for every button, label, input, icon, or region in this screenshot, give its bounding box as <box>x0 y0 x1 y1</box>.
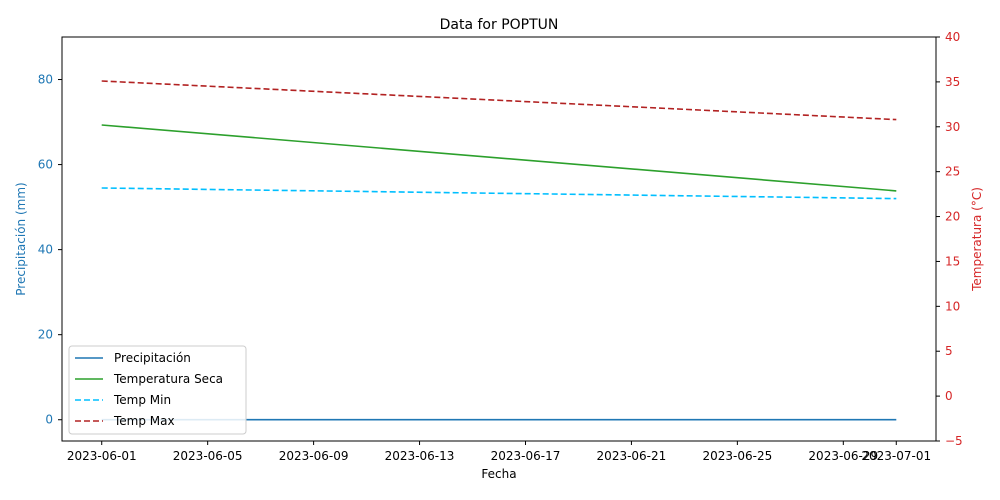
y-left-tick-label: 0 <box>45 413 53 427</box>
x-tick-label: 2023-06-01 <box>67 449 137 463</box>
legend-label: Precipitación <box>114 351 191 365</box>
x-tick-label: 2023-07-01 <box>861 449 931 463</box>
plot-frame <box>61 36 937 442</box>
y-left-tick-label: 80 <box>38 73 53 87</box>
x-tick-label: 2023-06-13 <box>385 449 455 463</box>
x-axis-title: Fecha <box>481 467 516 481</box>
y-right-tick-label: 40 <box>945 30 960 44</box>
y-axis-left-title: Precipitación (mm) <box>14 182 28 295</box>
y-right-tick-label: 15 <box>945 254 960 268</box>
x-tick-label: 2023-06-05 <box>173 449 243 463</box>
legend-label: Temp Max <box>113 414 175 428</box>
y-right-tick-label: 20 <box>945 210 960 224</box>
y-left-tick-label: 20 <box>38 328 53 342</box>
legend-box <box>68 345 247 435</box>
legend-label: Temp Min <box>113 393 171 407</box>
chart-title: Data for POPTUN <box>440 17 559 33</box>
y-right-tick-label: 0 <box>945 389 953 403</box>
x-tick-label: 2023-06-09 <box>279 449 349 463</box>
y-axis-left: 0 20 40 60 80 <box>38 73 62 427</box>
y-right-tick-label: 35 <box>945 75 960 89</box>
series-line-2 <box>101 187 897 200</box>
y-right-tick-label: 25 <box>945 165 960 179</box>
legend-label: Temperatura Seca <box>113 372 223 386</box>
y-right-tick-label: 10 <box>945 299 960 313</box>
series-line-1 <box>101 124 897 192</box>
y-axis-right: −5 0 5 10 15 20 25 30 35 40 <box>936 30 963 448</box>
y-axis-right-title: Temperatura (°C) <box>970 187 984 292</box>
x-axis: 2023-06-01 2023-06-05 2023-06-09 2023-06-13… <box>67 441 931 463</box>
y-right-tick-label: 30 <box>945 120 960 134</box>
y-left-tick-label: 60 <box>38 158 53 172</box>
y-right-tick-label: 5 <box>945 344 953 358</box>
x-tick-label: 2023-06-25 <box>702 449 772 463</box>
x-tick-label: 2023-06-29 <box>808 449 878 463</box>
y-right-tick-label: −5 <box>945 434 963 448</box>
x-tick-label: 2023-06-21 <box>597 449 667 463</box>
y-left-tick-label: 40 <box>38 243 53 257</box>
x-tick-label: 2023-06-17 <box>491 449 561 463</box>
series-line-3 <box>101 80 897 121</box>
legend: Precipitación Temperatura Seca Temp Min Tem… <box>68 345 247 435</box>
